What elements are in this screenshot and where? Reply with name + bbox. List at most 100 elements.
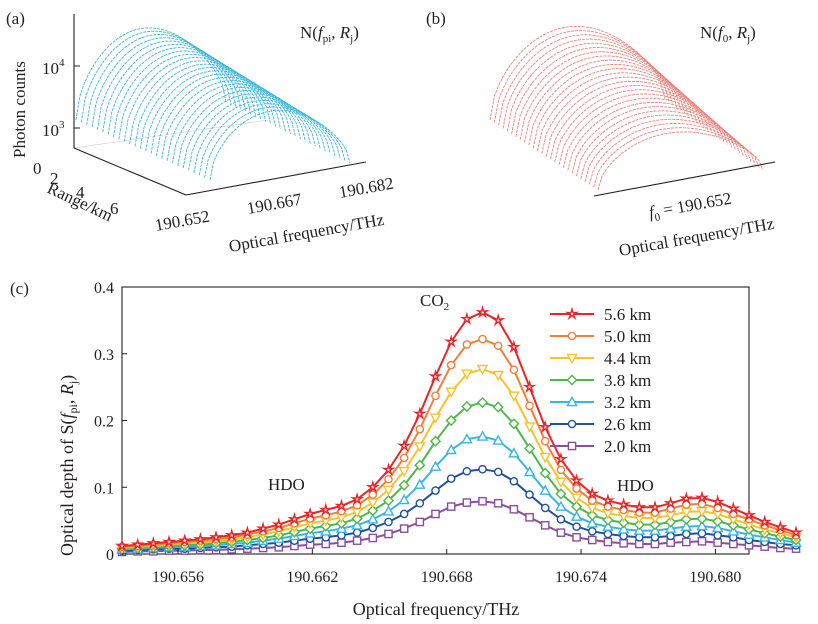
c-data-point (572, 533, 581, 542)
a-range-tick-2: 2 (50, 169, 59, 188)
a-freq-tick-3: 190.682 (337, 174, 395, 202)
a-curve (134, 63, 282, 147)
c-data-point (493, 467, 503, 477)
b-curve (562, 97, 733, 168)
c-data-point (382, 505, 395, 516)
c-xtick-label: 190.674 (555, 569, 607, 586)
c-data-point (461, 369, 473, 380)
c-data-point (382, 485, 395, 496)
a-curve (209, 109, 351, 181)
a-curve (139, 67, 286, 149)
panel-c: (c) 190.656 190.662 190.668 190.674 190.680 … (10, 279, 804, 619)
c-data-point (490, 313, 506, 327)
c-data-point (616, 497, 631, 511)
c-data-point (682, 529, 691, 539)
c-data-point (444, 334, 459, 348)
c-data-point (572, 522, 581, 531)
c-data-point (445, 443, 457, 455)
c-data-point (446, 502, 456, 511)
b-curve (519, 55, 693, 140)
c-data-point (414, 478, 426, 489)
c-xlabel: Optical frequency/THz (353, 599, 519, 619)
c-data-point (382, 495, 395, 507)
b-curve (528, 63, 701, 146)
c-data-point (365, 479, 380, 494)
c-data-point (303, 506, 318, 520)
c-data-point (710, 494, 725, 508)
c-data-point (429, 460, 442, 471)
c-legend-label: 3.2 km (604, 393, 651, 412)
a-curve (91, 37, 242, 128)
a-curve (182, 93, 326, 169)
c-data-point (161, 534, 177, 549)
c-series-line (121, 338, 797, 548)
c-data-point (429, 435, 442, 447)
c-data-point (523, 422, 536, 433)
c-data-point (271, 517, 286, 531)
c-series (116, 364, 802, 555)
c-data-point (567, 419, 577, 429)
c-data-point (618, 517, 630, 529)
c-data-point (493, 498, 503, 508)
c-data-point (726, 501, 741, 515)
c-data-point (539, 484, 551, 495)
c-data-point (600, 493, 616, 507)
c-data-point (603, 529, 613, 539)
a-range-tick-6: 6 (110, 199, 119, 218)
c-data-point (788, 525, 804, 539)
c-data-point (461, 400, 473, 413)
c-data-point (587, 496, 597, 505)
panel-b-label: (b) (426, 9, 446, 28)
panel-b: (b) N(f0, Rj) f0 = 190.652 Optical frequ… (426, 9, 776, 260)
c-data-point (572, 484, 581, 493)
c-data-point (492, 434, 504, 445)
c-data-point (415, 517, 425, 527)
c-data-point (564, 306, 580, 321)
c-data-point (459, 311, 474, 326)
b-curve (571, 106, 740, 174)
panel-a-label: (a) (6, 9, 25, 28)
b-curve (554, 89, 725, 163)
c-data-point (680, 513, 692, 525)
c-ytick-label: 0.1 (94, 480, 114, 497)
c-data-point (478, 464, 487, 474)
c-data-point (177, 533, 192, 547)
a-curve (75, 27, 227, 121)
b-curve (550, 85, 721, 160)
c-y-axis-ticks: 0 0.1 0.2 0.3 0.4 (94, 280, 127, 564)
a-zlabel: Photon counts (10, 61, 29, 158)
c-data-point (525, 512, 534, 522)
c-data-point (569, 473, 584, 487)
c-data-point (446, 360, 456, 370)
c-data-point (697, 529, 707, 538)
c-data-point (367, 513, 379, 524)
c-data-point (566, 395, 578, 407)
c-ylabel: Optical depth of S(fpi, Rj) (57, 375, 80, 556)
c-data-point (712, 515, 724, 527)
a-curve (204, 106, 346, 178)
b-freq-axis (593, 161, 776, 197)
c-data-point (680, 520, 693, 531)
c-data-point (506, 339, 521, 354)
c-data-point (509, 476, 519, 486)
c-data-point (384, 474, 393, 484)
b-curve (515, 51, 689, 137)
b-curve (593, 127, 760, 188)
a-curve (102, 43, 252, 133)
c-data-point (602, 514, 614, 526)
c-data-point (567, 441, 577, 451)
c-data-point (711, 521, 724, 533)
a-range-axis (73, 147, 187, 196)
c-data-point (476, 364, 489, 376)
a-ztick-label-1e3: 103 (42, 119, 65, 140)
c-data-point (478, 334, 487, 344)
b-curve (498, 34, 674, 126)
c-annotation-hdo-right: HDO (617, 476, 654, 495)
c-data-point (713, 538, 722, 547)
c-data-point (665, 516, 677, 528)
a-curve (118, 53, 267, 140)
c-data-point (399, 509, 409, 519)
c-data-point (431, 486, 440, 495)
b-f0-label: f0 = 190.652 (647, 189, 733, 225)
c-data-point (508, 418, 520, 430)
